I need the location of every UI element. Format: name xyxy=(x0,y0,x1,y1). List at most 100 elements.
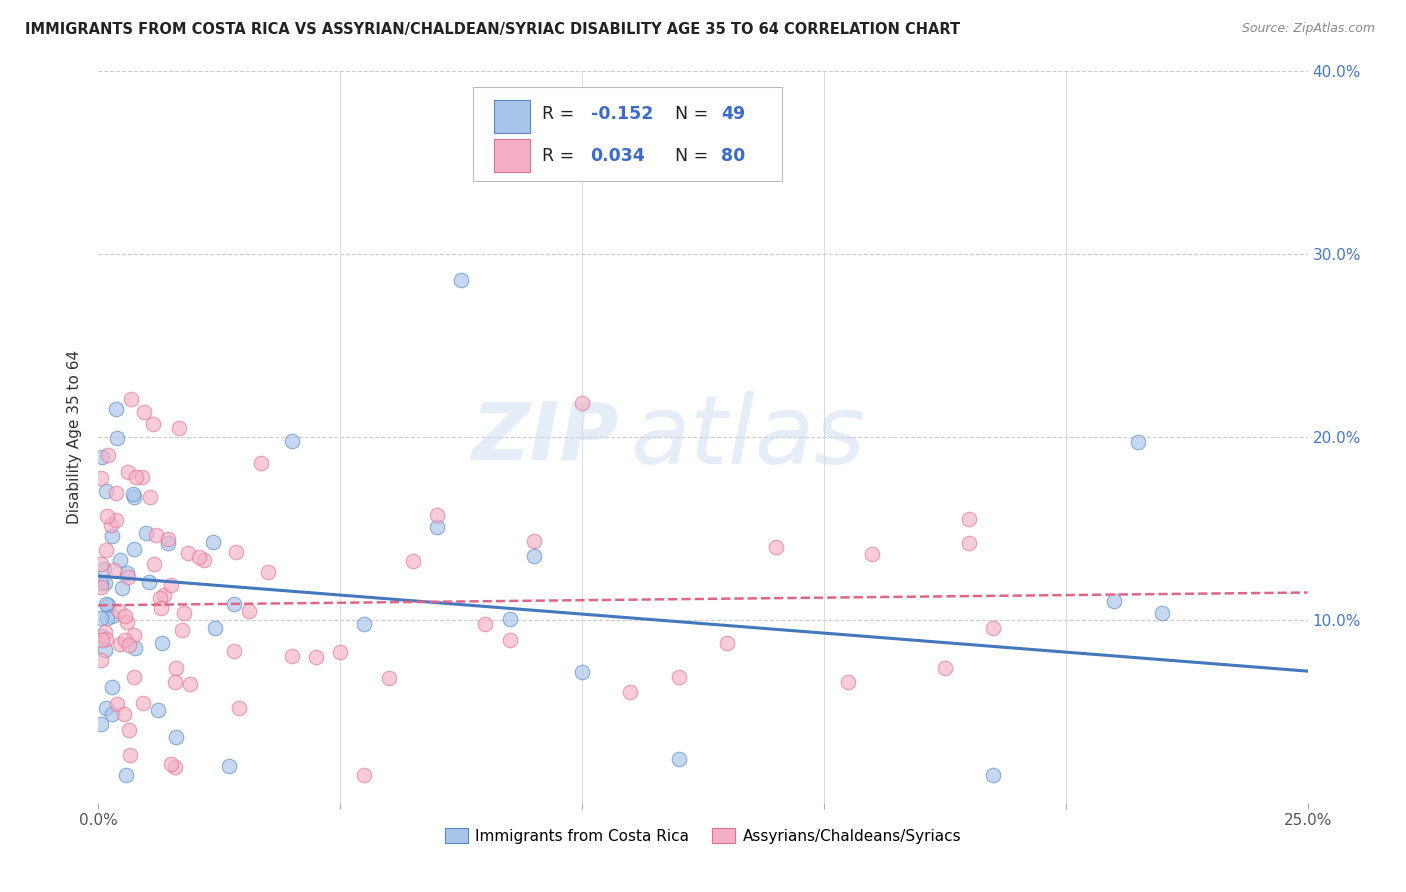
Point xyxy=(101,528,124,542)
Point xyxy=(94,483,117,498)
Point xyxy=(122,628,145,642)
Point xyxy=(716,636,738,650)
Point xyxy=(402,554,425,568)
Point xyxy=(450,273,472,287)
Point xyxy=(1128,435,1150,450)
Text: R =: R = xyxy=(543,147,579,165)
Point xyxy=(150,601,173,615)
Point xyxy=(107,604,129,618)
Point xyxy=(132,405,155,419)
Point xyxy=(105,697,128,711)
Point xyxy=(97,599,120,613)
Point xyxy=(176,546,198,560)
Point xyxy=(118,747,141,762)
Point xyxy=(228,701,250,715)
Point xyxy=(305,649,328,664)
Point xyxy=(124,640,146,655)
Point xyxy=(498,612,520,626)
Point xyxy=(193,552,215,566)
Point xyxy=(146,703,169,717)
Point xyxy=(188,550,211,565)
Text: N =: N = xyxy=(675,105,714,123)
Point xyxy=(981,768,1004,782)
Point xyxy=(91,450,114,464)
Point xyxy=(110,553,132,567)
Point xyxy=(96,508,118,523)
Point xyxy=(94,542,117,557)
Point xyxy=(94,625,117,640)
Point xyxy=(523,534,546,549)
Point xyxy=(131,470,153,484)
Point xyxy=(115,768,138,782)
Point xyxy=(125,470,148,484)
Point xyxy=(112,706,135,721)
Point xyxy=(96,597,118,611)
Point xyxy=(96,610,118,624)
Point xyxy=(117,639,139,653)
Point xyxy=(329,645,352,659)
Point xyxy=(97,448,120,462)
Point xyxy=(218,759,240,773)
Point xyxy=(249,456,271,470)
Point xyxy=(138,575,160,590)
Point xyxy=(139,491,162,505)
Text: 0.034: 0.034 xyxy=(591,147,645,165)
Point xyxy=(165,674,187,689)
Point xyxy=(619,685,641,699)
Text: -0.152: -0.152 xyxy=(591,105,652,123)
Point xyxy=(179,677,201,691)
Point xyxy=(117,570,139,584)
Point xyxy=(173,606,195,620)
Point xyxy=(860,547,883,561)
Point xyxy=(94,643,117,657)
FancyBboxPatch shape xyxy=(494,139,530,171)
Point xyxy=(153,588,176,602)
Point xyxy=(143,557,166,571)
Point xyxy=(90,717,112,731)
Point xyxy=(156,535,179,549)
Point xyxy=(90,580,112,594)
Point xyxy=(111,581,134,595)
Point xyxy=(105,402,128,417)
Text: Source: ZipAtlas.com: Source: ZipAtlas.com xyxy=(1241,22,1375,36)
Point xyxy=(90,629,112,643)
Legend: Immigrants from Costa Rica, Assyrians/Chaldeans/Syriacs: Immigrants from Costa Rica, Assyrians/Ch… xyxy=(439,822,967,850)
Point xyxy=(426,520,449,534)
Point xyxy=(105,431,128,445)
Point xyxy=(100,707,122,722)
Point xyxy=(1152,607,1174,621)
Point xyxy=(474,616,496,631)
Point xyxy=(377,672,399,686)
Point xyxy=(165,661,187,675)
Point xyxy=(122,487,145,501)
Point xyxy=(132,696,155,710)
Point xyxy=(165,730,187,744)
Point xyxy=(668,751,690,765)
Point xyxy=(135,526,157,541)
Point xyxy=(114,633,136,648)
Point xyxy=(238,604,260,618)
Point xyxy=(118,723,141,738)
Point xyxy=(170,623,193,637)
Point xyxy=(142,417,165,432)
Point xyxy=(90,558,112,572)
Point xyxy=(225,545,247,559)
Point xyxy=(571,665,593,679)
Point xyxy=(90,611,112,625)
Point xyxy=(101,680,124,694)
Point xyxy=(159,577,181,591)
Point xyxy=(837,675,859,690)
Point xyxy=(160,757,183,772)
Point xyxy=(117,466,139,480)
Point xyxy=(101,609,124,624)
Point xyxy=(353,768,375,782)
Point xyxy=(169,421,191,435)
Text: R =: R = xyxy=(543,105,579,123)
Point xyxy=(668,669,690,683)
Point xyxy=(90,632,112,647)
Point xyxy=(202,535,225,549)
Point xyxy=(105,513,128,527)
FancyBboxPatch shape xyxy=(494,101,530,133)
Text: 49: 49 xyxy=(721,105,745,123)
Point xyxy=(353,617,375,632)
